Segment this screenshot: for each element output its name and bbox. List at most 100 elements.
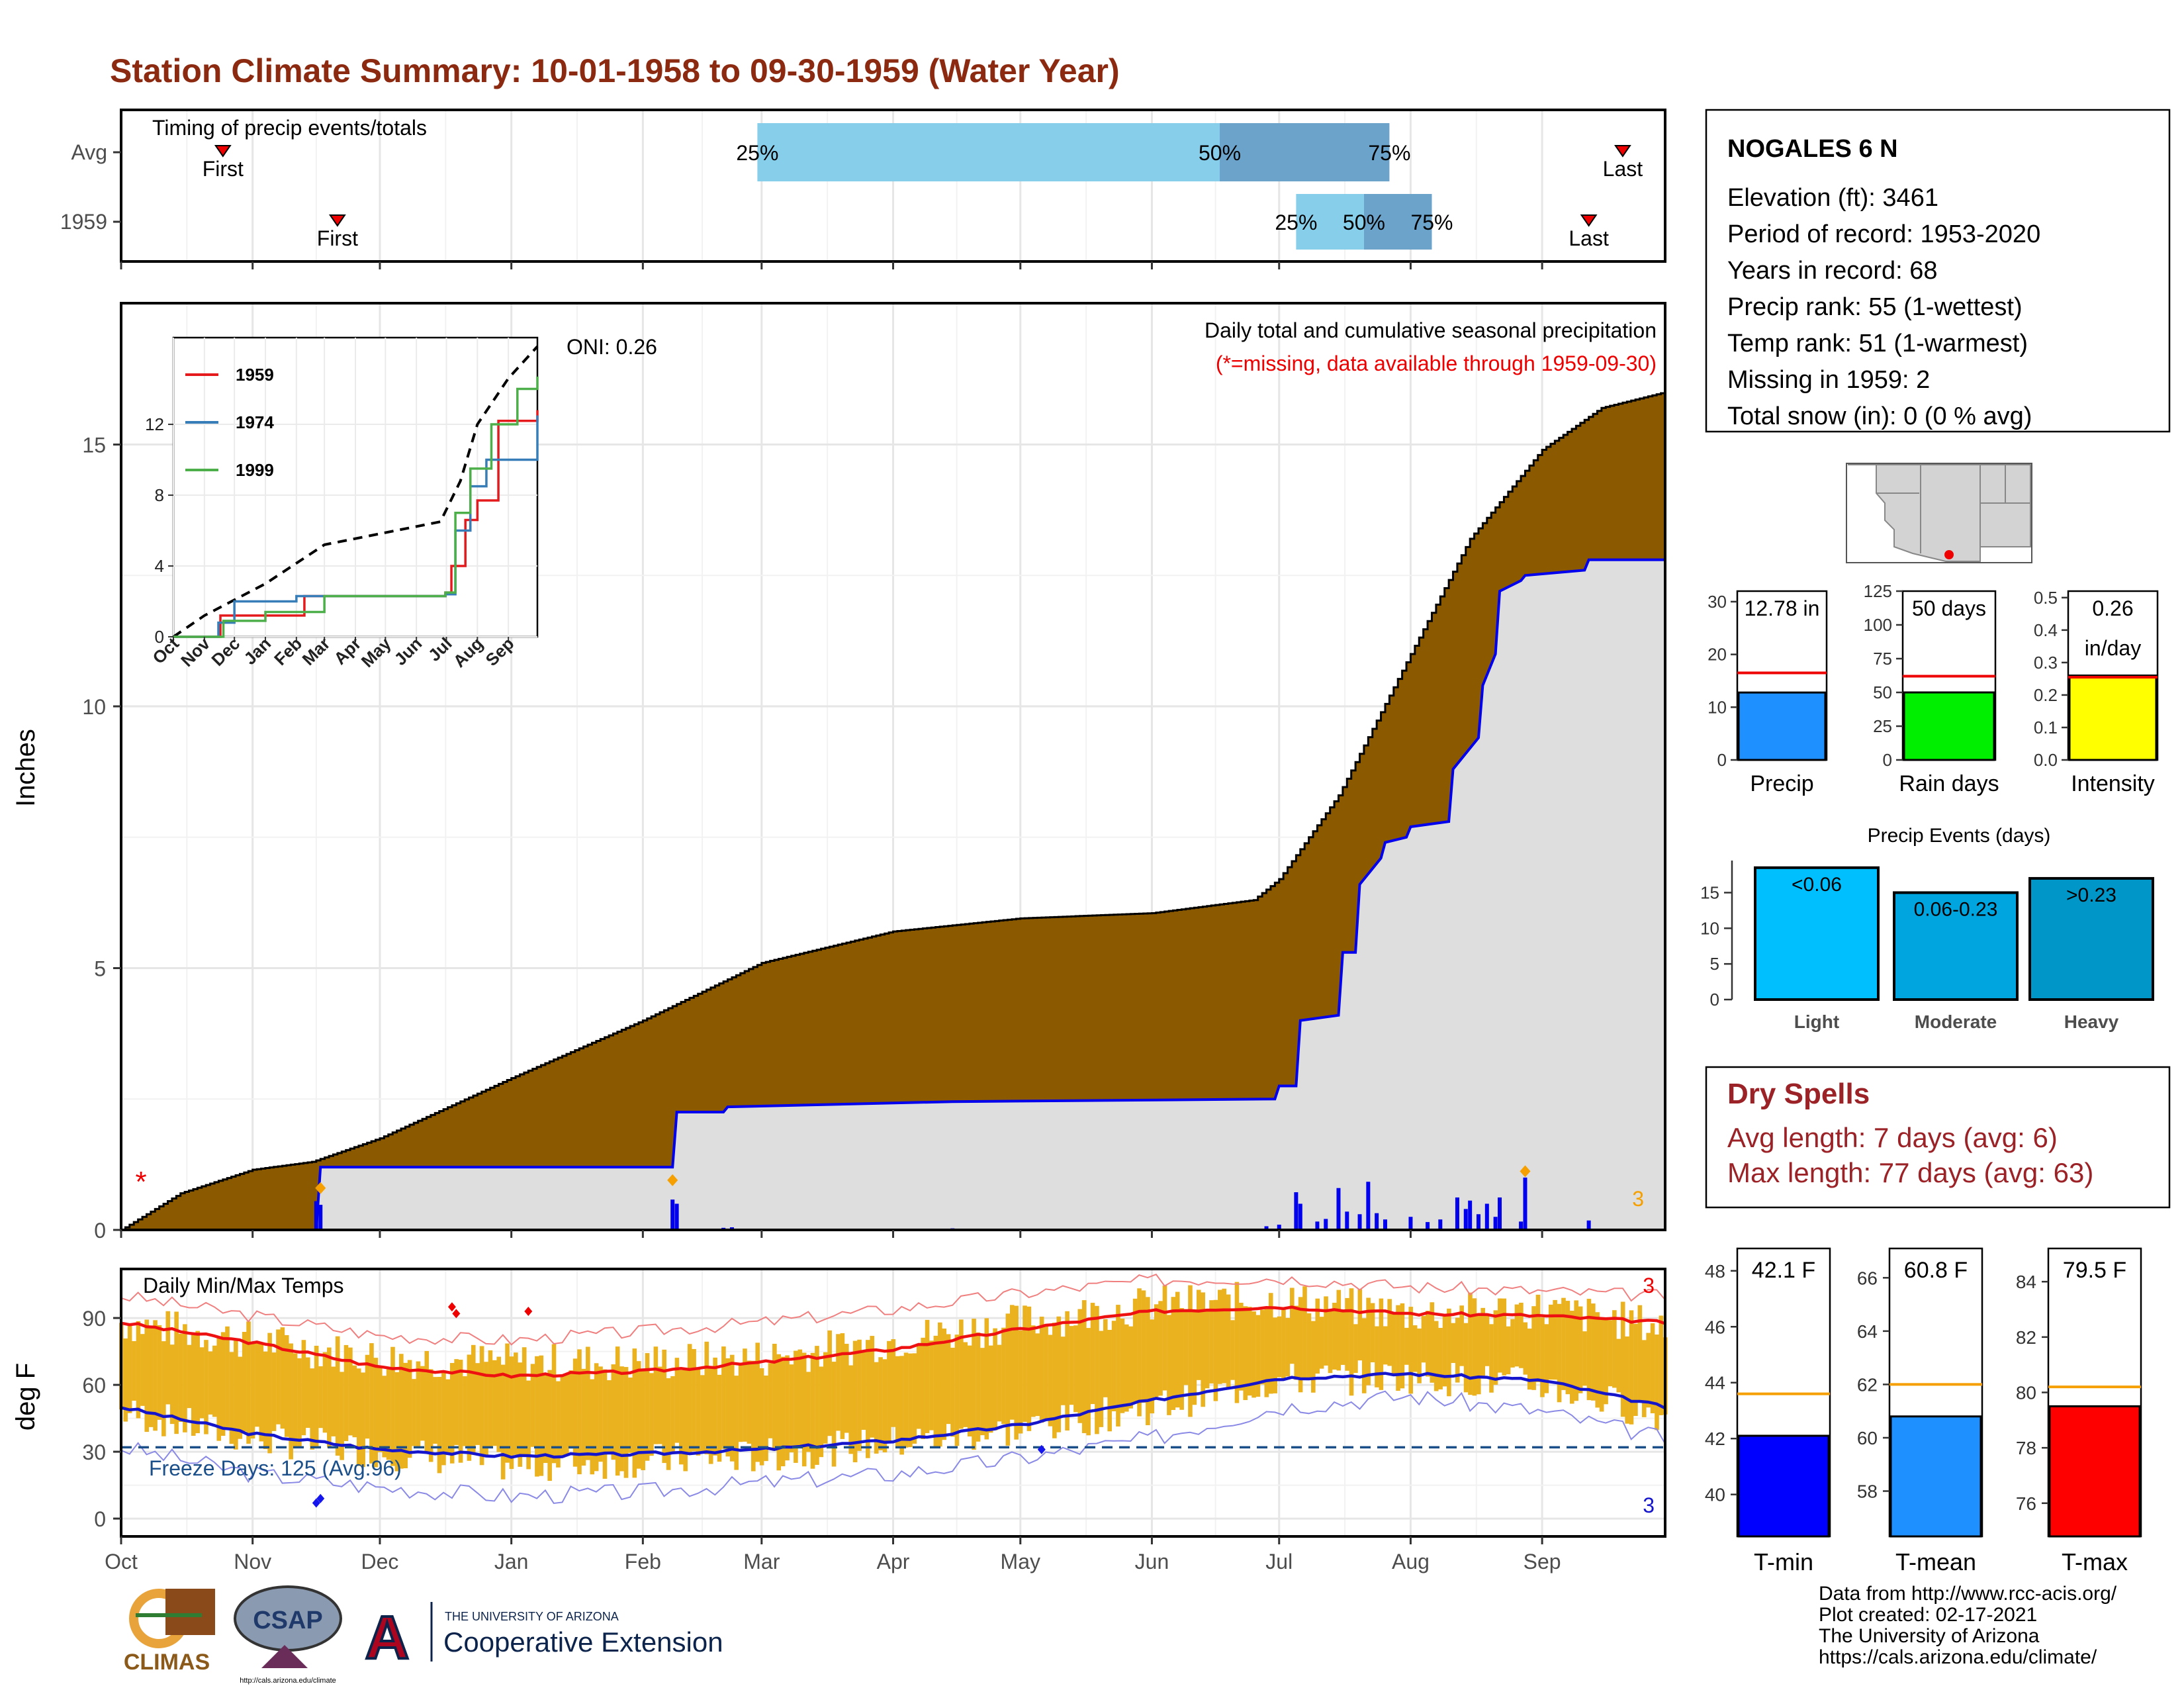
month-tick-label: Mar [743, 1550, 780, 1573]
temp-bar-value-label: 79.5 F [2063, 1258, 2126, 1283]
daily-temp-range-bar [801, 1352, 807, 1467]
daily-temp-range-bar [335, 1336, 340, 1456]
daily-temp-range-bar [708, 1366, 713, 1464]
daily-temp-range-bar [348, 1347, 353, 1436]
logos: CLIMAS CSAP http://cals.arizona.edu/clim… [124, 1585, 723, 1685]
daily-temp-range-bar [255, 1343, 259, 1427]
daily-temp-range-bar [445, 1379, 451, 1456]
timing-row-label: Avg [71, 140, 107, 164]
daily-temp-range-bar [479, 1346, 484, 1466]
daily-temp-range-bar [1048, 1335, 1053, 1427]
daily-temp-range-bar [1408, 1307, 1414, 1394]
daily-temp-range-bar [1540, 1317, 1545, 1397]
daily-temp-range-bar [1086, 1328, 1091, 1436]
daily-temp-range-bar [1014, 1305, 1019, 1440]
daily-temp-range-bar [1154, 1304, 1159, 1397]
inset-legend-label: 1999 [236, 460, 274, 480]
daily-temp-range-bar [1349, 1288, 1354, 1396]
csap-logo: CSAP http://cals.arizona.edu/climate [234, 1585, 342, 1685]
daily-temp-range-bar [729, 1354, 735, 1462]
daily-temp-range-bar [1519, 1302, 1524, 1368]
observed-cumulative-line [121, 558, 1665, 1231]
daily-temp-range-bar [653, 1346, 659, 1444]
daily-temp-range-bar [1247, 1307, 1252, 1396]
station-location-map [1846, 463, 2032, 563]
station-info-line: Temp rank: 51 (1-warmest) [1727, 330, 2028, 357]
daily-temp-range-bar [950, 1347, 955, 1437]
daily-temp-range-bar [866, 1340, 870, 1458]
daily-temp-range-bar [895, 1356, 900, 1448]
month-tick-label: Apr [877, 1550, 910, 1573]
daily-temp-range-bar [1514, 1304, 1520, 1367]
observed-cumulative-area [121, 559, 1665, 1230]
daily-temp-range-bar [1340, 1311, 1345, 1365]
daily-temp-range-bar [751, 1360, 756, 1472]
daily-temp-range-bar [1205, 1309, 1210, 1389]
daily-temp-range-bar [1273, 1317, 1277, 1393]
events-tick-label: 15 [1700, 882, 1719, 902]
daily-temp-range-bar [916, 1344, 921, 1429]
month-tick-label: Jun [1135, 1550, 1169, 1573]
events-bar-Heavy [2028, 876, 2154, 1002]
daily-temp-range-bar [1506, 1326, 1511, 1375]
daily-temp-range-bar [1527, 1329, 1532, 1390]
daily-precip-bar [1519, 1221, 1524, 1230]
daily-temp-range-bar [1294, 1305, 1298, 1380]
daily-temp-range-bar [246, 1321, 251, 1444]
events-tick-label: 5 [1710, 954, 1719, 974]
daily-temp-range-bar [216, 1336, 222, 1441]
timing-50-75-bar [1363, 194, 1432, 250]
daily-temp-range-bar [165, 1311, 171, 1405]
daily-temp-range-bar [1201, 1292, 1205, 1407]
daily-temp-range-bar [666, 1378, 671, 1470]
oni-value: ONI: 0.26 [567, 335, 657, 359]
daily-temp-range-bar [1599, 1319, 1604, 1412]
daily-temp-range-bar [738, 1364, 743, 1442]
daily-temp-range-bar [377, 1367, 383, 1452]
daily-temp-range-bar [229, 1352, 234, 1444]
daily-temp-range-bar [1544, 1324, 1549, 1393]
daily-temp-range-bar [416, 1361, 421, 1448]
ua-top-text: THE UNIVERSITY OF ARIZONA [445, 1610, 619, 1623]
precip-panel: * Daily total and cumulative seasonal pr… [11, 302, 1666, 1243]
daily-temp-range-bar [641, 1368, 645, 1470]
daily-temp-range-bar [882, 1359, 887, 1453]
record-low-marker [316, 1493, 325, 1503]
daily-temp-range-bar [857, 1339, 862, 1451]
daily-temp-range-bar [645, 1353, 650, 1461]
daily-temp-range-bar [831, 1362, 837, 1467]
daily-temp-range-bar [1209, 1300, 1214, 1383]
dry-spells-box: Dry Spells Avg length: 7 days (avg: 6) M… [1705, 1066, 2171, 1209]
inset-average-line [172, 346, 539, 638]
temp-bar-tick-label: 46 [1705, 1317, 1725, 1337]
daily-temp-range-bar [369, 1343, 374, 1464]
timing-percentile-label: 25% [736, 141, 778, 165]
daily-precip-bar [314, 1201, 318, 1230]
y-tick-label: 0 [94, 1507, 106, 1531]
daily-temp-range-bar [420, 1366, 425, 1441]
daily-temp-range-bar [1213, 1299, 1218, 1401]
daily-temp-range-bar [1306, 1313, 1312, 1380]
temp-bar-tick-label: 80 [2016, 1383, 2036, 1403]
daily-temp-range-bar [925, 1319, 930, 1433]
daily-temp-range-bar [581, 1368, 586, 1466]
y-tick-label: 60 [82, 1374, 106, 1397]
timing-marker-first [328, 214, 346, 227]
daily-temp-range-bar [153, 1320, 158, 1431]
summary-bar-Intensity [2068, 675, 2158, 761]
daily-temp-range-bar [1005, 1313, 1011, 1446]
timing-percentile-label: 25% [1275, 211, 1317, 234]
inset-legend-label: 1959 [236, 365, 274, 385]
daily-temp-range-bar [1243, 1306, 1248, 1401]
daily-temp-range-bar [993, 1328, 997, 1430]
daily-precip-bar [1523, 1177, 1527, 1230]
daily-temp-range-bar [301, 1340, 306, 1436]
daily-temp-range-bar [340, 1372, 344, 1460]
daily-temp-range-bar [1179, 1308, 1184, 1410]
average-cumulative-line [121, 392, 1666, 1231]
daily-temp-range-bar [1171, 1297, 1176, 1410]
daily-temp-range-bar [183, 1324, 187, 1432]
daily-temp-range-bar [1023, 1305, 1027, 1423]
daily-temp-range-bar [1018, 1330, 1023, 1434]
